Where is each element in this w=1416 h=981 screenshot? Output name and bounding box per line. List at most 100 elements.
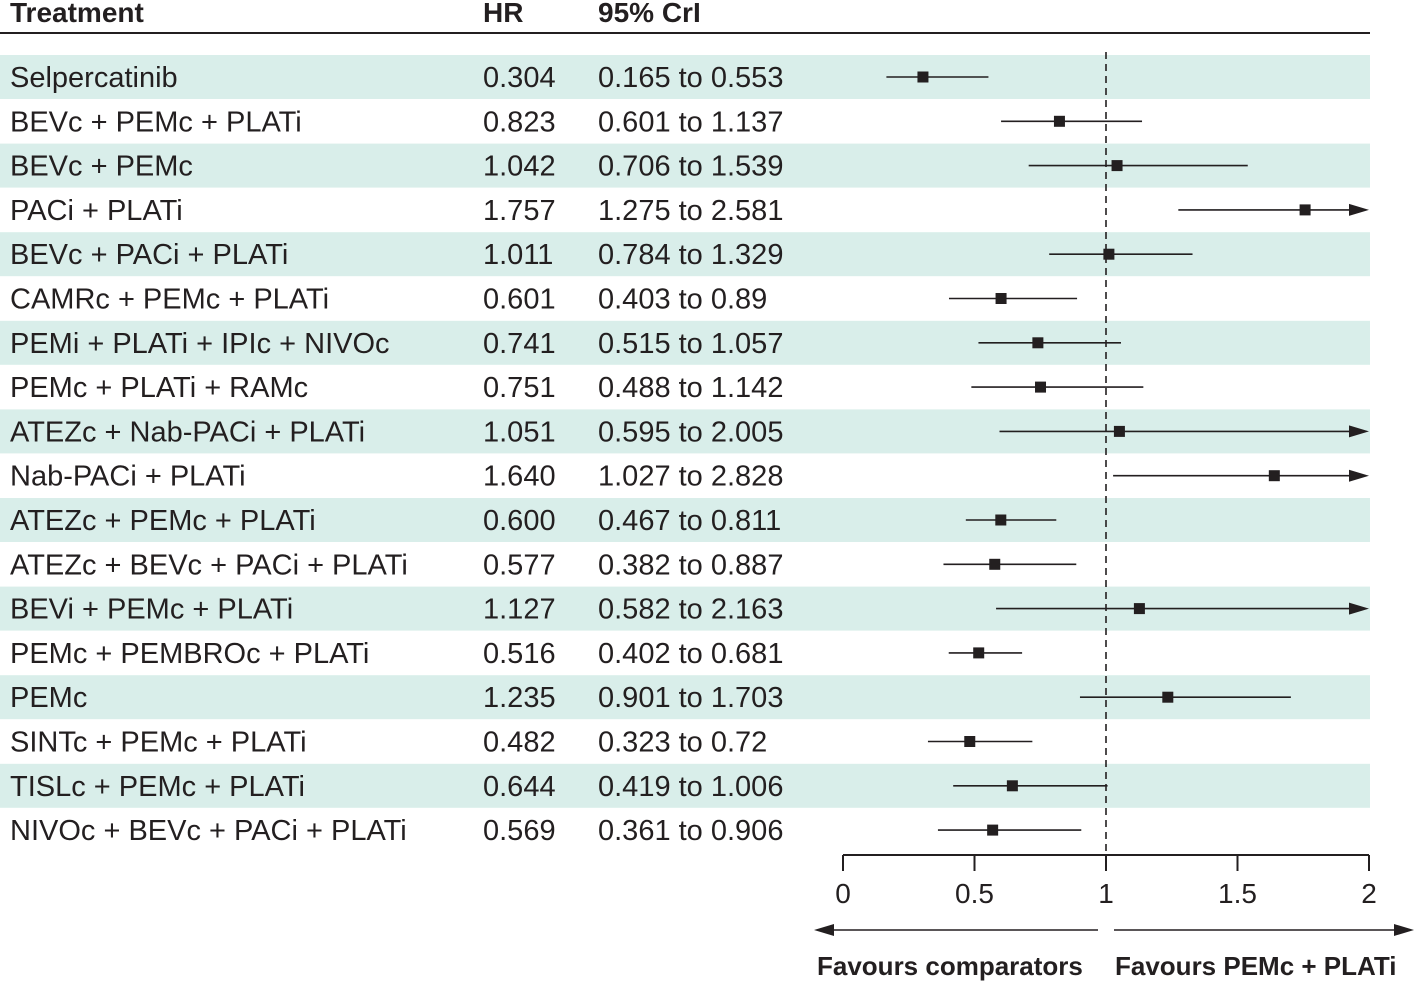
hr-value: 0.482 [483,727,556,759]
table-row: BEVc + PEMc 1.042 0.706 to 1.539 [10,151,783,183]
table-row: NIVOc + BEVc + PACi + PLATi 0.569 0.361 to… [10,815,783,847]
point-estimate [995,514,1007,526]
table-row: Selpercatinib 0.304 0.165 to 0.553 [10,62,783,94]
estimate-mark [1049,248,1193,260]
x-tick-label: 1.5 [1218,878,1257,909]
cri-value: 0.595 to 2.005 [598,416,783,448]
point-estimate [973,647,985,659]
cri-value: 1.275 to 2.581 [598,195,783,227]
estimate-mark [978,337,1121,349]
table-row: ATEZc + Nab-PACi + PLATi 1.051 0.595 to 2.… [10,416,783,448]
ci-arrowhead [1349,469,1369,482]
point-estimate [1162,691,1174,703]
table-row: PEMc + PEMBROc + PLATi 0.516 0.402 to 0.68… [10,638,783,670]
estimate-mark [999,425,1369,438]
header-cri: 95% CrI [598,0,701,28]
estimate-marks [886,71,1369,836]
treatment-label: NIVOc + BEVc + PACi + PLATi [10,815,407,847]
table-row: PEMi + PLATi + IPIc + NIVOc 0.741 0.515 to… [10,328,783,360]
x-tick-label: 0.5 [955,878,994,909]
hr-value: 0.304 [483,62,556,94]
cri-value: 0.419 to 1.006 [598,771,783,803]
cri-value: 0.467 to 0.811 [598,505,781,537]
hr-value: 0.577 [483,549,556,581]
table-row: BEVc + PACi + PLATi 1.011 0.784 to 1.329 [10,239,783,271]
cri-value: 1.027 to 2.828 [598,461,783,493]
cri-value: 0.403 to 0.89 [598,284,767,316]
treatment-label: Selpercatinib [10,62,178,94]
estimate-mark [943,558,1077,570]
point-estimate [1006,780,1018,792]
point-estimate [1133,603,1145,615]
cri-value: 0.382 to 0.887 [598,549,783,581]
hr-value: 0.751 [483,372,556,404]
treatment-label: PEMi + PLATi + IPIc + NIVOc [10,328,390,360]
point-estimate [1032,337,1044,349]
point-estimate [917,71,929,83]
estimate-mark [965,514,1057,526]
estimate-mark [1113,469,1369,482]
table-row: BEVi + PEMc + PLATi 1.127 0.582 to 2.163 [10,594,783,626]
row-band [0,763,1370,808]
ci-arrowhead [1349,602,1369,615]
treatment-label: TISLc + PEMc + PLATi [10,771,305,803]
header-treatment: Treatment [10,0,144,28]
treatment-label: SINTc + PEMc + PLATi [10,727,307,759]
hr-value: 1.051 [483,416,556,448]
row-band [0,55,1370,99]
x-tick-label: 0 [835,878,851,909]
table-row: BEVc + PEMc + PLATi 0.823 0.601 to 1.137 [10,106,783,138]
table-row: ATEZc + BEVc + PACi + PLATi 0.577 0.382 to… [10,549,783,581]
table-row: PACi + PLATi 1.757 1.275 to 2.581 [10,195,783,227]
treatment-label: PEMc [10,682,87,714]
favours-arrows [814,924,1414,936]
treatment-label: BEVc + PEMc + PLATi [10,106,302,138]
x-tick-label: 2 [1361,878,1377,909]
point-estimate [1103,248,1115,260]
point-estimate [1053,115,1065,127]
row-band [0,498,1370,542]
estimate-mark [996,602,1369,615]
hr-value: 0.516 [483,638,556,670]
estimate-mark [953,780,1108,792]
treatment-label: ATEZc + Nab-PACi + PLATi [10,416,365,448]
hr-value: 0.644 [483,771,556,803]
point-estimate [1299,204,1311,216]
treatment-label: PACi + PLATi [10,195,183,227]
hr-value: 0.741 [483,328,556,360]
estimate-mark [948,293,1078,304]
treatment-label: BEVc + PACi + PLATi [10,239,288,271]
treatment-label: BEVi + PEMc + PLATi [10,594,293,626]
table-row: CAMRc + PEMc + PLATi 0.601 0.403 to 0.89 [10,284,767,316]
hr-value: 1.127 [483,594,556,626]
favours-left-arrowhead [814,924,834,936]
point-estimate [995,293,1007,304]
point-estimate [964,736,976,747]
x-tick-label: 1 [1098,878,1114,909]
hr-value: 1.640 [483,461,556,493]
cri-value: 0.582 to 2.163 [598,594,783,626]
treatment-label: Nab-PACi + PLATi [10,461,246,493]
table-row: ATEZc + PEMc + PLATi 0.600 0.467 to 0.811 [10,505,781,537]
hr-value: 1.757 [483,195,556,227]
favours-right-arrowhead [1394,924,1414,936]
header-hr: HR [483,0,523,28]
cri-value: 0.488 to 1.142 [598,372,783,404]
ci-arrowhead [1349,203,1369,216]
point-estimate [1035,381,1047,393]
hr-value: 1.011 [483,239,553,271]
treatment-label: CAMRc + PEMc + PLATi [10,284,329,316]
cri-value: 0.323 to 0.72 [598,727,767,759]
hr-value: 0.600 [483,505,556,537]
point-estimate [1268,470,1280,482]
favours-comparators-label: Favours comparators [817,951,1083,981]
estimate-mark [1001,115,1143,127]
estimate-mark [927,736,1033,747]
estimate-mark [948,647,1023,659]
cri-value: 0.515 to 1.057 [598,328,783,360]
hr-value: 1.042 [483,151,556,183]
table-rows: Selpercatinib 0.304 0.165 to 0.553 BEVc + P… [10,62,783,847]
hr-value: 0.601 [483,284,556,316]
estimate-mark [886,71,989,83]
point-estimate [1111,160,1123,172]
